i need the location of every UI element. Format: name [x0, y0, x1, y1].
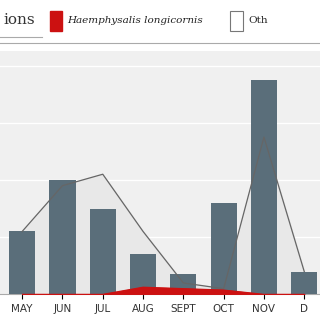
Text: Oth: Oth	[248, 16, 268, 25]
Bar	[130, 254, 156, 294]
Bar	[291, 271, 317, 294]
Bar	[49, 180, 76, 294]
Bar	[170, 274, 196, 294]
FancyBboxPatch shape	[230, 11, 243, 31]
Bar	[90, 209, 116, 294]
FancyBboxPatch shape	[50, 11, 62, 31]
Bar	[251, 80, 277, 294]
Bar	[211, 203, 237, 294]
Bar	[9, 231, 35, 294]
Text: ions: ions	[3, 13, 35, 27]
Text: Haemphysalis longicornis: Haemphysalis longicornis	[67, 16, 203, 25]
